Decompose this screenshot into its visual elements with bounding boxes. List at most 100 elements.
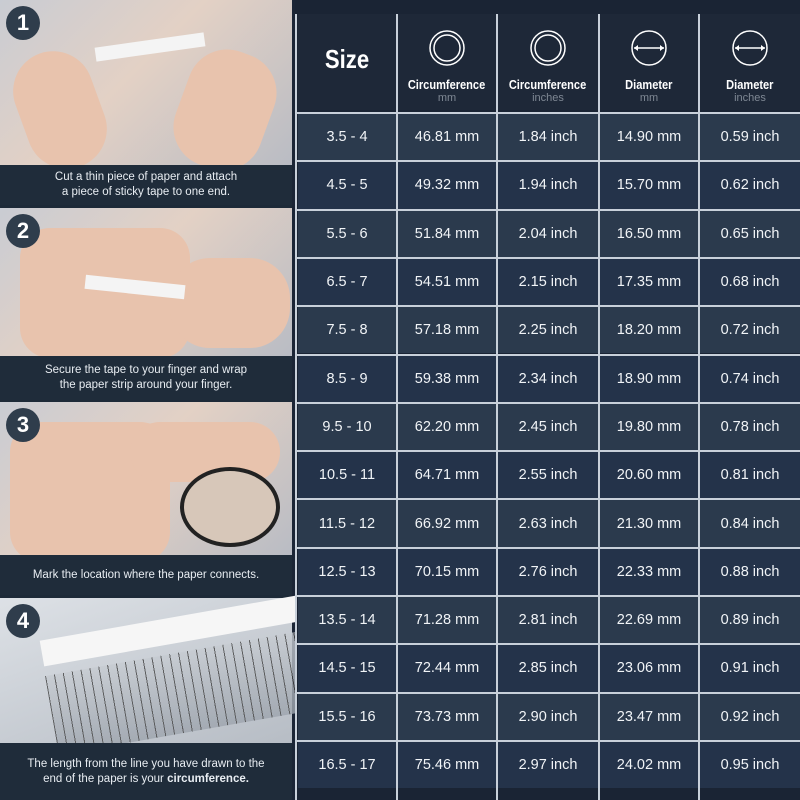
size-cell: 9.5 - 10 [298, 403, 396, 451]
header-unit: inches [734, 92, 766, 104]
header-1: Size [298, 14, 396, 110]
value-cell: 0.95 inch [700, 741, 800, 789]
step-caption: The length from the line you have drawn … [0, 743, 292, 800]
header-title: Circumference [408, 77, 486, 92]
size-cell: 7.5 - 8 [298, 307, 396, 354]
value-cell: 15.70 mm [600, 162, 698, 209]
diameter-icon [629, 28, 669, 77]
diameter-icon [730, 28, 770, 77]
value-cell: 0.84 inch [700, 500, 800, 547]
size-cell: 13.5 - 14 [298, 597, 396, 644]
value-cell: 0.59 inch [700, 114, 800, 161]
row-divider [295, 546, 800, 549]
value-cell: 20.60 mm [600, 452, 698, 499]
value-cell: 2.63 inch [498, 500, 598, 547]
step-caption: Cut a thin piece of paper and attach a p… [0, 165, 292, 205]
value-cell: 72.44 mm [398, 645, 496, 692]
row-divider [295, 305, 800, 308]
column-divider [698, 14, 700, 800]
value-cell: 0.74 inch [700, 355, 800, 402]
row-divider [295, 208, 800, 211]
value-cell: 18.90 mm [600, 355, 698, 402]
value-cell: 2.25 inch [498, 307, 598, 354]
size-cell: 15.5 - 16 [298, 693, 396, 740]
value-cell: 19.80 mm [600, 403, 698, 451]
caption-bold: circumference. [167, 772, 249, 785]
value-cell: 71.28 mm [398, 597, 496, 644]
step-caption: Secure the tape to your finger and wrap … [0, 356, 292, 400]
row-divider [295, 256, 800, 259]
step-caption: Mark the location where the paper connec… [0, 555, 292, 595]
value-cell: 46.81 mm [398, 114, 496, 161]
size-cell: 16.5 - 17 [298, 741, 396, 789]
value-cell: 2.34 inch [498, 355, 598, 402]
header-3: Circumference inches [498, 14, 598, 110]
row-divider [295, 595, 800, 597]
step-3-panel: 3 Mark the location where the paper conn… [0, 402, 292, 595]
caption-line: the paper strip around your finger. [59, 379, 233, 391]
header-4: Diameter mm [600, 14, 698, 110]
value-cell: 0.88 inch [700, 548, 800, 595]
step-1-panel: 1 Cut a thin piece of paper and attach a… [0, 0, 292, 205]
ring-icon [528, 28, 568, 77]
row-divider [295, 112, 800, 114]
caption-line: Cut a thin piece of paper and attach [54, 171, 238, 183]
value-cell: 0.81 inch [700, 452, 800, 499]
value-cell: 17.35 mm [600, 258, 698, 306]
caption-line: Mark the location where the paper connec… [32, 568, 260, 581]
step-2-photo [0, 208, 292, 358]
step-1-photo [0, 0, 292, 182]
size-cell: 10.5 - 11 [298, 452, 396, 499]
value-cell: 2.15 inch [498, 258, 598, 306]
value-cell: 70.15 mm [398, 548, 496, 595]
step-number: 3 [6, 408, 40, 442]
size-cell: 8.5 - 9 [298, 355, 396, 402]
value-cell: 2.85 inch [498, 645, 598, 692]
value-cell: 16.50 mm [600, 210, 698, 257]
value-cell: 14.90 mm [600, 114, 698, 161]
header-title: Diameter [726, 77, 774, 92]
caption-line: a piece of sticky tape to one end. [61, 186, 231, 198]
value-cell: 0.72 inch [700, 307, 800, 354]
column-divider [598, 14, 600, 800]
value-cell: 0.91 inch [700, 645, 800, 692]
step-3-photo [0, 402, 292, 562]
column-divider [496, 14, 498, 800]
value-cell: 2.81 inch [498, 597, 598, 644]
header-unit: mm [437, 92, 457, 104]
row-divider [295, 160, 800, 163]
value-cell: 62.20 mm [398, 403, 496, 451]
value-cell: 0.78 inch [700, 403, 800, 451]
value-cell: 2.04 inch [498, 210, 598, 257]
row-divider [295, 643, 800, 646]
value-cell: 54.51 mm [398, 258, 496, 306]
step-4-panel: 4 The length from the line you have draw… [0, 595, 315, 800]
value-cell: 51.84 mm [398, 210, 496, 257]
step-number: 4 [6, 604, 40, 638]
value-cell: 22.33 mm [600, 548, 698, 595]
size-cell: 4.5 - 5 [298, 162, 396, 209]
value-cell: 75.46 mm [398, 741, 496, 789]
step-number: 1 [6, 6, 40, 40]
value-cell: 2.76 inch [498, 548, 598, 595]
header-title: Circumference [509, 77, 587, 92]
ring-size-table: Size Circumference mm Circumference inches Di… [295, 0, 800, 800]
value-cell: 2.45 inch [498, 403, 598, 451]
value-cell: 21.30 mm [600, 500, 698, 547]
column-divider [295, 14, 297, 800]
row-divider [295, 498, 800, 501]
caption-line: Secure the tape to your finger and wrap [44, 364, 247, 376]
size-cell: 6.5 - 7 [298, 258, 396, 306]
value-cell: 2.97 inch [498, 741, 598, 789]
caption-text: end of the paper is your [43, 772, 164, 785]
value-cell: 49.32 mm [398, 162, 496, 209]
step-2-panel: 2 Secure the tape to your finger and wra… [0, 208, 292, 400]
header-2: Circumference mm [398, 14, 496, 110]
caption-line: end of the paper is your circumference. [0, 772, 292, 787]
value-cell: 66.92 mm [398, 500, 496, 547]
value-cell: 23.06 mm [600, 645, 698, 692]
value-cell: 2.55 inch [498, 452, 598, 499]
size-cell: 11.5 - 12 [298, 500, 396, 547]
value-cell: 18.20 mm [600, 307, 698, 354]
row-divider [295, 450, 800, 453]
